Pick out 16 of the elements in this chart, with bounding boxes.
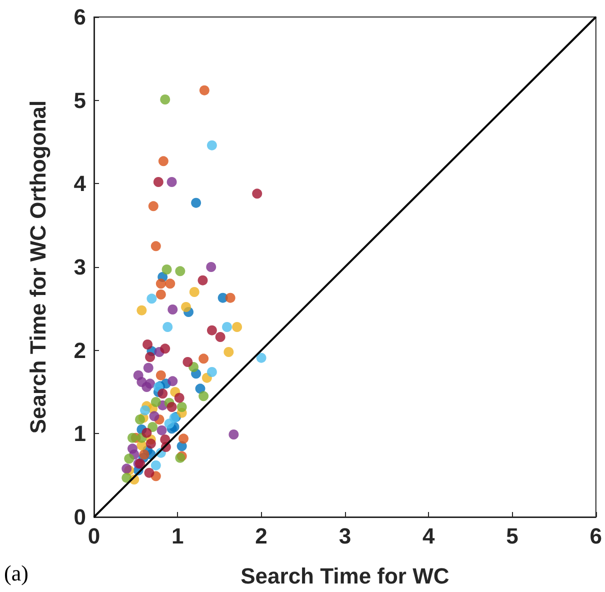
y-tick-label: 4	[74, 171, 87, 196]
y-tick-label: 2	[74, 338, 86, 363]
x-axis-title: Search Time for WC	[240, 564, 450, 588]
x-tick-label: 3	[338, 524, 352, 548]
x-tick-label: 4	[422, 524, 436, 548]
y-tick-label: 3	[74, 254, 86, 280]
x-tick-label: 6	[590, 524, 602, 548]
x-tick-label: 5	[506, 524, 518, 548]
y-tick-label: 0	[74, 504, 86, 530]
text: (a)	[4, 560, 28, 586]
x-tick-label: 1	[172, 524, 184, 548]
y-tick-label: 1	[74, 421, 86, 446]
y-tick-label: 5	[74, 88, 86, 113]
y-axis-title: Search Time for WC Orthogonal	[26, 100, 50, 434]
y-tick-label: 6	[74, 4, 86, 30]
x-tick-label: 2	[255, 524, 268, 548]
